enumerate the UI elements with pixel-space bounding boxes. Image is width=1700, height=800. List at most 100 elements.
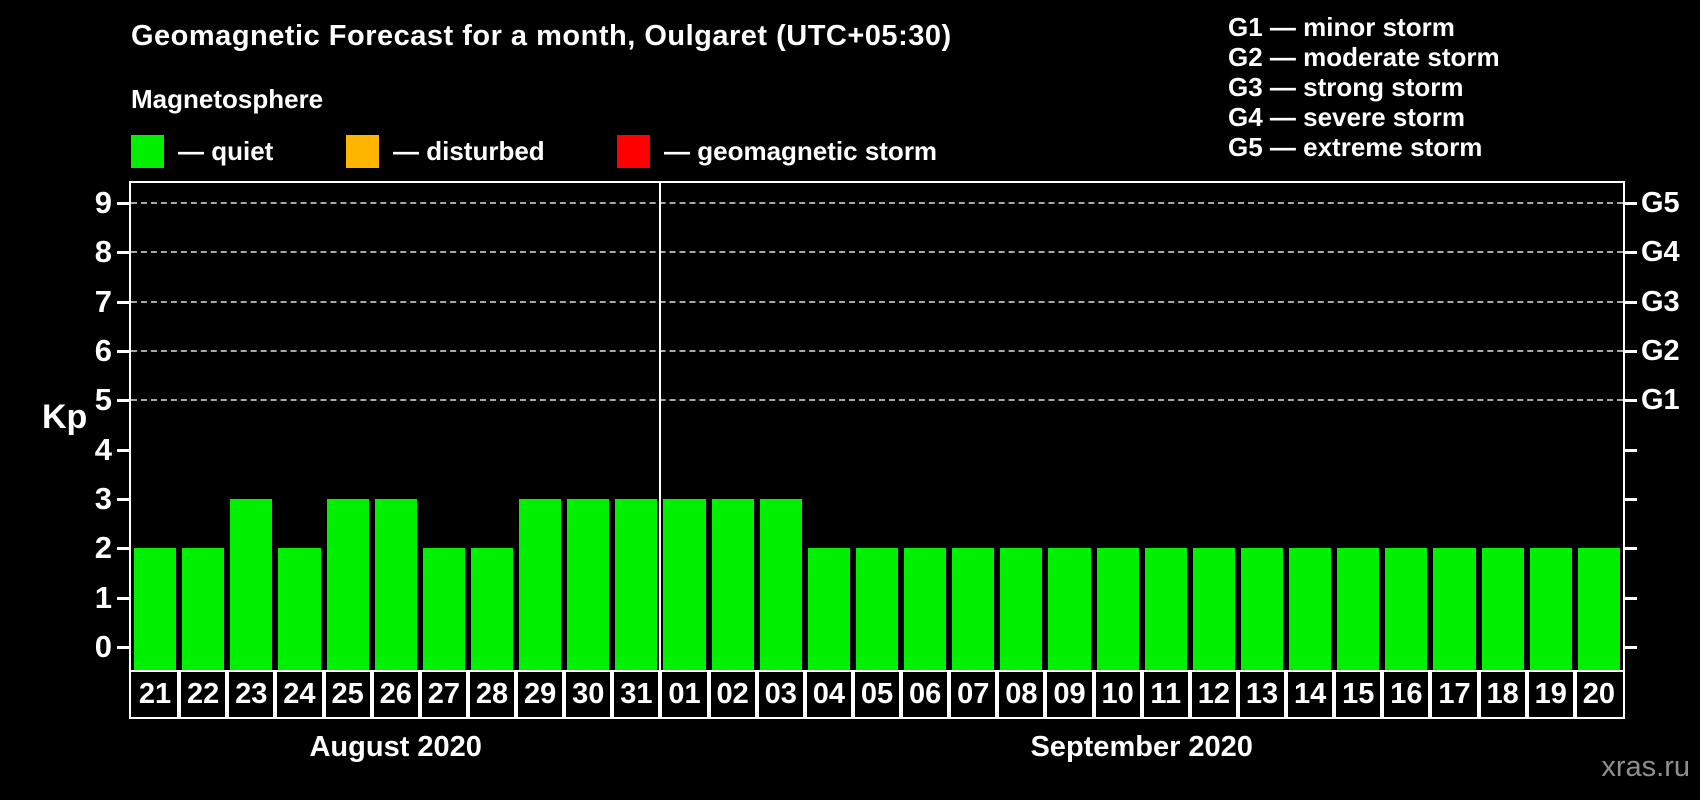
legend-item-quiet: — quiet [131,134,273,168]
bar-day-30 [567,499,610,670]
bar-day-17 [1433,548,1476,670]
day-label-01: 01 [658,670,711,719]
day-label-30: 30 [562,670,615,719]
day-label-18: 18 [1476,670,1529,719]
right-tick-kp1 [1625,596,1637,600]
day-label-12: 12 [1187,670,1240,719]
storm-scale-g5: G5 — extreme storm [1228,132,1483,162]
disturbed-legend-label: — disturbed [393,135,545,166]
left-tick-kp9 [117,202,129,206]
right-tick-kp5 [1625,399,1637,403]
right-tick-kp4 [1625,448,1637,452]
day-label-08: 08 [995,670,1048,719]
y-tick-label-0: 0 [94,629,112,664]
legend-item-disturbed: — disturbed [346,134,545,168]
day-label-04: 04 [802,670,855,719]
legend-item-storm: — geomagnetic storm [617,134,937,168]
gridline-kp5 [131,399,1623,402]
day-label-16: 16 [1380,670,1433,719]
day-label-29: 29 [514,670,567,719]
left-tick-kp3 [117,498,129,501]
bar-day-11 [1144,548,1187,670]
day-label-28: 28 [465,670,519,719]
left-tick-kp4 [117,448,129,452]
day-label-31: 31 [610,670,663,719]
right-tick-kp6 [1625,350,1637,354]
bar-day-04 [807,548,850,670]
day-label-03: 03 [754,670,807,719]
g-scale-label-g1: G1 [1641,384,1680,417]
bar-day-14 [1289,548,1332,670]
day-label-24: 24 [273,670,326,719]
y-tick-label-3: 3 [94,481,112,516]
day-label-17: 17 [1428,670,1481,719]
watermark: xras.ru [1601,751,1690,783]
bar-day-20 [1577,548,1620,670]
magnetosphere-label: Magnetosphere [131,84,324,114]
g-scale-label-g2: G2 [1641,335,1680,368]
bar-day-16 [1385,548,1428,670]
right-tick-kp2 [1625,547,1637,551]
gridline-kp9 [131,202,1623,205]
day-label-14: 14 [1284,670,1337,719]
bar-day-13 [1240,548,1284,670]
left-tick-kp1 [117,596,129,600]
bar-day-03 [759,499,802,670]
y-tick-label-5: 5 [94,382,112,418]
day-label-27: 27 [417,670,470,719]
bar-day-05 [855,548,899,670]
right-tick-kp3 [1625,498,1637,501]
y-tick-label-9: 9 [94,185,112,221]
month-label-0: August 2020 [309,731,482,763]
disturbed-color-swatch [346,134,379,168]
day-label-07: 07 [947,670,1000,719]
gridline-kp7 [131,300,1623,303]
bar-day-01 [663,499,706,670]
y-tick-label-7: 7 [94,283,112,319]
bar-day-06 [904,548,947,670]
gridline-kp6 [131,350,1623,353]
y-tick-label-4: 4 [94,431,112,467]
quiet-legend-label: — quiet [178,135,274,166]
bar-day-15 [1337,548,1380,670]
left-tick-kp8 [117,251,129,255]
day-label-02: 02 [706,670,759,719]
bar-day-08 [1000,548,1043,670]
bar-day-12 [1192,548,1235,670]
bar-day-19 [1529,548,1572,670]
right-tick-kp0 [1625,646,1637,649]
left-tick-kp2 [117,547,129,551]
storm-legend-label: — geomagnetic storm [664,135,938,166]
storm-scale-g1: G1 — minor storm [1228,12,1455,42]
gridline-kp8 [131,251,1623,254]
left-tick-kp7 [117,300,129,304]
day-label-20: 20 [1572,670,1625,719]
bar-day-27 [422,548,465,670]
day-label-23: 23 [225,670,278,719]
y-tick-label-2: 2 [94,530,112,566]
storm-scale-legend: G1 — minor storm G2 — moderate storm G3 … [1228,12,1500,162]
bar-day-22 [182,548,225,670]
g-scale-label-g4: G4 [1641,236,1680,269]
storm-scale-g3: G3 — strong storm [1228,72,1464,102]
y-tick-label-6: 6 [94,333,112,369]
day-label-09: 09 [1043,670,1096,719]
day-label-11: 11 [1139,670,1192,719]
day-label-25: 25 [321,670,374,719]
storm-scale-g4: G4 — severe storm [1228,102,1466,132]
day-label-22: 22 [177,670,230,719]
day-label-15: 15 [1332,670,1385,719]
left-tick-kp6 [117,350,129,354]
month-label-1: September 2020 [1030,731,1253,763]
bar-day-24 [278,548,321,670]
left-tick-kp0 [117,646,129,649]
bar-day-26 [374,499,417,670]
left-tick-kp5 [117,399,129,403]
right-tick-kp7 [1625,300,1637,304]
day-label-26: 26 [369,670,422,719]
quiet-color-swatch [131,134,164,168]
storm-scale-g2: G2 — moderate storm [1228,42,1500,72]
y-tick-label-1: 1 [94,579,112,615]
storm-color-swatch [617,134,650,168]
